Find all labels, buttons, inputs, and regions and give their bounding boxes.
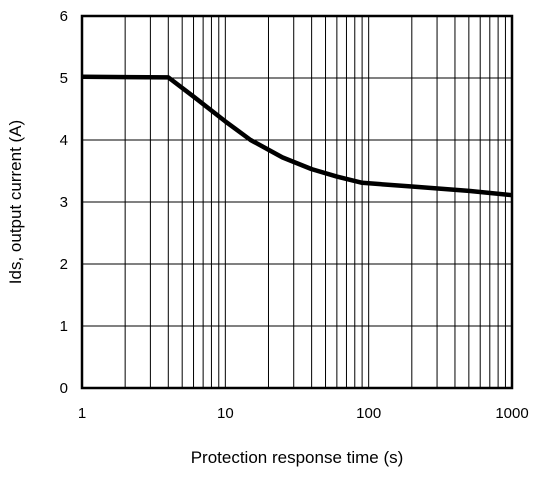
y-axis-label: Ids, output current (A): [6, 120, 25, 284]
series-layer: [81, 74, 513, 198]
y-tick-label: 0: [60, 380, 68, 397]
x-tick-labels: 1 10 100 1000: [78, 405, 529, 422]
x-axis-label: Protection response time (s): [191, 448, 404, 467]
y-tick-label: 1: [60, 318, 68, 335]
x-tick-label: 100: [356, 405, 381, 422]
grid: [82, 16, 512, 388]
y-tick-labels: 0 1 2 3 4 5 6: [60, 8, 68, 397]
y-tick-label: 6: [60, 8, 68, 25]
y-tick-label: 5: [60, 70, 68, 87]
plot-frame: [80, 14, 514, 390]
x-tick-label: 10: [217, 405, 234, 422]
y-tick-label: 2: [60, 256, 68, 273]
y-tick-label: 3: [60, 194, 68, 211]
y-tick-label: 4: [60, 132, 68, 149]
series-line-1: [81, 74, 513, 198]
x-tick-label: 1000: [495, 405, 528, 422]
x-tick-label: 1: [78, 405, 86, 422]
